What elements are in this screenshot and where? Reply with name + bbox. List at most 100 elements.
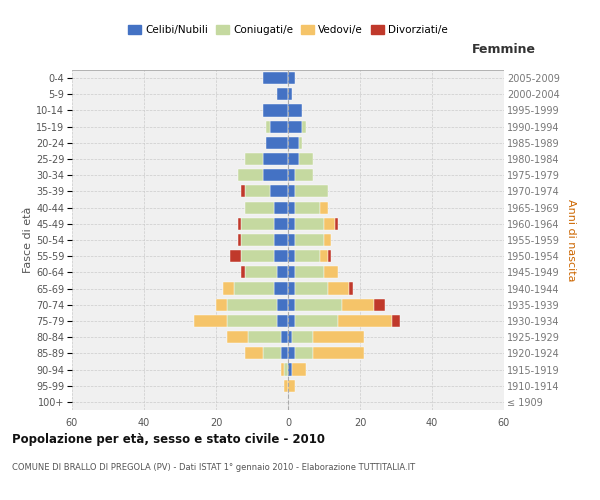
Bar bbox=[238, 169, 263, 181]
Bar bbox=[274, 218, 288, 230]
Bar bbox=[241, 186, 245, 198]
Bar bbox=[234, 282, 274, 294]
Bar bbox=[230, 250, 241, 262]
Bar bbox=[288, 120, 302, 132]
Bar bbox=[270, 120, 288, 132]
Bar bbox=[292, 364, 306, 376]
Bar bbox=[284, 380, 288, 392]
Bar bbox=[288, 364, 292, 376]
Bar bbox=[238, 218, 241, 230]
Bar bbox=[288, 169, 295, 181]
Bar bbox=[295, 186, 328, 198]
Bar bbox=[342, 298, 374, 311]
Bar bbox=[288, 331, 292, 343]
Bar bbox=[263, 169, 288, 181]
Bar bbox=[288, 250, 295, 262]
Bar bbox=[374, 298, 385, 311]
Y-axis label: Anni di nascita: Anni di nascita bbox=[566, 198, 577, 281]
Bar bbox=[288, 88, 292, 101]
Bar bbox=[295, 298, 342, 311]
Bar bbox=[266, 120, 270, 132]
Bar bbox=[266, 137, 288, 149]
Bar bbox=[288, 380, 295, 392]
Bar bbox=[288, 72, 295, 84]
Bar bbox=[392, 315, 400, 327]
Bar bbox=[281, 331, 288, 343]
Bar bbox=[245, 186, 270, 198]
Bar bbox=[216, 298, 227, 311]
Text: COMUNE DI BRALLO DI PREGOLA (PV) - Dati ISTAT 1° gennaio 2010 - Elaborazione TUT: COMUNE DI BRALLO DI PREGOLA (PV) - Dati … bbox=[12, 462, 415, 471]
Bar bbox=[277, 266, 288, 278]
Bar bbox=[295, 218, 324, 230]
Bar bbox=[313, 348, 364, 360]
Bar bbox=[274, 282, 288, 294]
Bar bbox=[328, 282, 349, 294]
Bar bbox=[227, 331, 248, 343]
Bar bbox=[288, 315, 295, 327]
Bar bbox=[292, 331, 313, 343]
Bar bbox=[288, 266, 295, 278]
Bar bbox=[295, 266, 324, 278]
Bar bbox=[245, 202, 274, 213]
Bar bbox=[245, 266, 277, 278]
Bar bbox=[277, 315, 288, 327]
Bar bbox=[241, 218, 274, 230]
Bar bbox=[277, 88, 288, 101]
Bar bbox=[270, 186, 288, 198]
Bar bbox=[263, 72, 288, 84]
Bar bbox=[241, 234, 274, 246]
Bar bbox=[284, 364, 288, 376]
Bar bbox=[349, 282, 353, 294]
Bar bbox=[288, 218, 295, 230]
Bar bbox=[238, 234, 241, 246]
Bar bbox=[263, 153, 288, 165]
Bar bbox=[288, 137, 299, 149]
Bar bbox=[324, 218, 335, 230]
Bar bbox=[299, 153, 313, 165]
Bar bbox=[274, 234, 288, 246]
Bar bbox=[245, 153, 263, 165]
Bar bbox=[281, 348, 288, 360]
Bar bbox=[274, 202, 288, 213]
Bar bbox=[241, 266, 245, 278]
Legend: Celibi/Nubili, Coniugati/e, Vedovi/e, Divorziati/e: Celibi/Nubili, Coniugati/e, Vedovi/e, Di… bbox=[124, 21, 452, 40]
Bar bbox=[335, 218, 338, 230]
Bar bbox=[320, 202, 328, 213]
Bar bbox=[328, 250, 331, 262]
Bar bbox=[241, 250, 274, 262]
Text: Femmine: Femmine bbox=[472, 44, 536, 57]
Bar bbox=[288, 153, 299, 165]
Bar bbox=[288, 186, 295, 198]
Bar bbox=[295, 234, 324, 246]
Y-axis label: Fasce di età: Fasce di età bbox=[23, 207, 33, 273]
Bar bbox=[194, 315, 227, 327]
Bar bbox=[288, 348, 295, 360]
Bar bbox=[248, 331, 281, 343]
Bar bbox=[302, 120, 306, 132]
Bar bbox=[295, 282, 328, 294]
Bar bbox=[288, 202, 295, 213]
Bar bbox=[324, 266, 338, 278]
Bar bbox=[227, 315, 277, 327]
Bar bbox=[299, 137, 302, 149]
Bar bbox=[281, 364, 284, 376]
Bar bbox=[295, 202, 320, 213]
Bar bbox=[338, 315, 392, 327]
Bar bbox=[288, 282, 295, 294]
Bar bbox=[263, 348, 281, 360]
Bar bbox=[324, 234, 331, 246]
Text: Popolazione per età, sesso e stato civile - 2010: Popolazione per età, sesso e stato civil… bbox=[12, 432, 325, 446]
Bar bbox=[295, 348, 313, 360]
Bar bbox=[320, 250, 328, 262]
Bar bbox=[277, 298, 288, 311]
Bar bbox=[295, 250, 320, 262]
Bar bbox=[223, 282, 234, 294]
Bar bbox=[245, 348, 263, 360]
Bar bbox=[227, 298, 277, 311]
Bar bbox=[295, 169, 313, 181]
Bar bbox=[263, 104, 288, 117]
Bar bbox=[288, 104, 302, 117]
Bar bbox=[274, 250, 288, 262]
Bar bbox=[288, 234, 295, 246]
Bar bbox=[288, 298, 295, 311]
